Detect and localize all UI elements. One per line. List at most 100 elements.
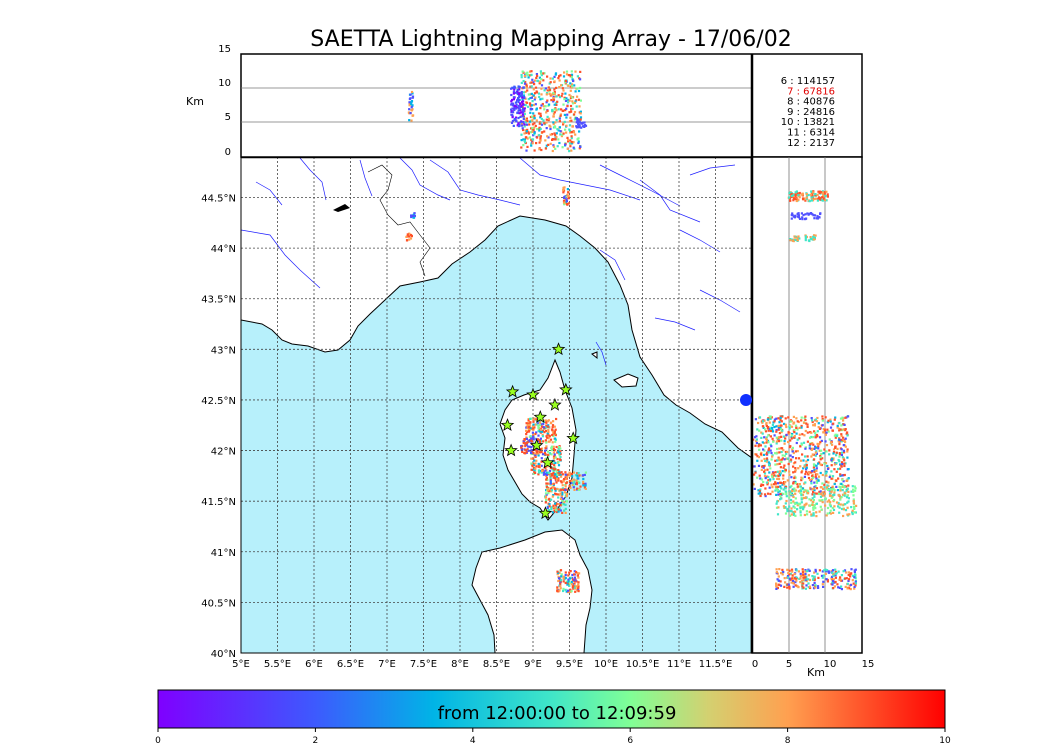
lightning-source: [797, 457, 801, 460]
lightning-source: [842, 444, 845, 447]
lightning-source: [825, 480, 828, 483]
lightning-source: [520, 111, 523, 114]
lightning-source: [839, 463, 842, 466]
lightning-source: [528, 440, 531, 443]
lightning-source: [797, 420, 800, 424]
lightning-source: [552, 507, 555, 510]
lightning-source: [532, 94, 535, 97]
lightning-source: [801, 571, 805, 574]
longitude-label: 6.5°E: [337, 659, 364, 670]
lightning-source: [555, 132, 558, 135]
lightning-source: [560, 471, 563, 474]
lightning-source: [768, 421, 771, 424]
lightning-source: [411, 104, 414, 107]
lightning-source: [573, 488, 576, 491]
lightning-source: [557, 575, 560, 579]
lightning-source: [778, 568, 781, 571]
latitude-label: 43°N: [211, 345, 236, 356]
lightning-source: [408, 232, 411, 235]
lightning-source: [774, 459, 777, 462]
lightning-source: [832, 493, 835, 497]
lightning-source: [573, 585, 576, 588]
lightning-source: [757, 445, 760, 448]
lightning-source: [795, 417, 798, 420]
lightning-source: [539, 127, 542, 130]
lightning-source: [532, 134, 535, 137]
lightning-source: [816, 416, 819, 420]
lightning-source: [825, 444, 829, 447]
lightning-source: [561, 499, 564, 502]
lightning-source: [835, 454, 838, 457]
lightning-source: [822, 199, 825, 202]
lightning-source: [538, 428, 541, 431]
lightning-source: [790, 476, 793, 479]
lightning-source: [775, 417, 778, 420]
lightning-source: [794, 492, 797, 495]
lightning-source: [520, 81, 523, 84]
lightning-source: [532, 423, 535, 426]
lightning-source: [808, 569, 811, 572]
lightning-source: [553, 92, 556, 96]
station-star-icon: [566, 431, 580, 445]
lightning-source: [782, 488, 785, 491]
lightning-source: [551, 495, 554, 498]
longitude-label: 8°E: [451, 659, 469, 670]
lightning-source: [564, 99, 568, 102]
lightning-source: [551, 441, 554, 444]
lightning-source: [581, 474, 585, 477]
lightning-source: [579, 112, 582, 115]
lightning-source: [559, 456, 562, 459]
lightning-source: [538, 122, 541, 125]
lightning-source: [794, 191, 797, 194]
lightning-source: [806, 423, 809, 426]
lightning-source: [771, 430, 775, 433]
lightning-source: [826, 578, 829, 582]
lightning-source: [763, 453, 766, 456]
lightning-source: [783, 422, 786, 425]
lightning-source: [561, 493, 564, 496]
lightning-source: [525, 450, 528, 453]
lightning-source: [520, 76, 523, 79]
lightning-source: [775, 452, 778, 455]
lightning-source: [535, 119, 538, 122]
lightning-source: [529, 93, 532, 96]
lightning-source: [777, 485, 780, 488]
lightning-source: [559, 74, 562, 77]
lightning-source: [551, 473, 554, 476]
lightning-source: [791, 432, 794, 436]
lightning-source: [829, 418, 832, 421]
lightning-source: [532, 466, 536, 470]
lightning-source: [525, 441, 528, 444]
lightning-source: [851, 574, 855, 577]
lightning-source: [790, 484, 793, 488]
lightning-source: [546, 89, 549, 92]
lightning-source: [527, 439, 530, 442]
longitude-label: 6°E: [305, 659, 323, 670]
lightning-source: [566, 493, 569, 496]
lightning-source: [564, 571, 567, 574]
lightning-source: [575, 585, 578, 588]
lightning-source: [827, 430, 830, 433]
lightning-source: [815, 420, 819, 423]
lightning-source: [539, 112, 542, 115]
lightning-source: [783, 585, 786, 588]
lightning-source: [550, 489, 554, 492]
lightning-source: [803, 482, 806, 485]
lightning-source: [561, 87, 564, 90]
lightning-source: [832, 457, 835, 460]
side-panel: 0 5 10 15 Km: [740, 156, 874, 679]
lightning-source: [772, 471, 775, 474]
lightning-source: [831, 457, 834, 460]
lightning-source: [579, 110, 582, 113]
lightning-source: [557, 510, 560, 513]
longitude-label: 10.5°E: [626, 659, 660, 670]
lightning-source: [552, 144, 555, 147]
lightning-source: [760, 478, 763, 481]
lightning-source: [775, 502, 778, 505]
lightning-source: [553, 425, 556, 428]
latitude-label: 44.5°N: [201, 193, 236, 204]
lightning-source: [794, 424, 798, 427]
lightning-source: [792, 415, 795, 418]
lightning-source: [779, 584, 783, 587]
lightning-source: [570, 142, 573, 145]
